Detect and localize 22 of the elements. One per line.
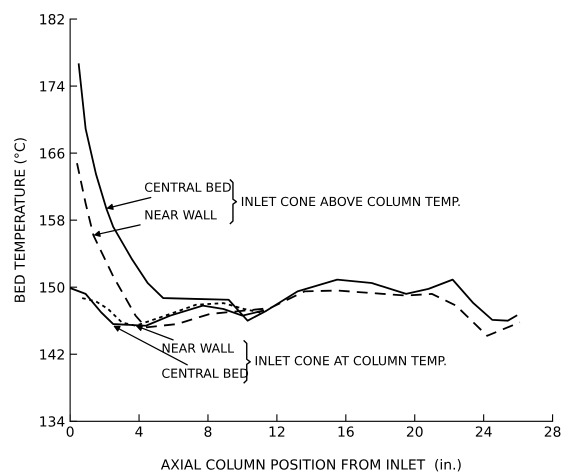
annotation: NEAR WALL bbox=[162, 344, 234, 353]
x-tick-label: 28 bbox=[544, 426, 560, 437]
x-axis-title: AXIAL COLUMN POSITION FROM INLET (in.) bbox=[160, 459, 461, 472]
x-tick-label: 8 bbox=[204, 426, 212, 437]
x-tick-label: 0 bbox=[66, 426, 74, 437]
y-tick-label: 158 bbox=[40, 215, 64, 226]
annotation: NEAR WALL bbox=[145, 210, 217, 220]
y-tick-label: 166 bbox=[40, 148, 64, 159]
y-tick-label: 182 bbox=[40, 14, 64, 25]
x-tick-label: 16 bbox=[338, 426, 354, 437]
x-tick-label: 20 bbox=[406, 426, 423, 437]
x-tick-label: 4 bbox=[135, 426, 143, 437]
y-tick-label: 150 bbox=[40, 282, 64, 293]
y-axis-title: BED TEMPERATURE (°C) bbox=[14, 138, 27, 302]
annotation: INLET CONE AT COLUMN TEMP. bbox=[256, 356, 446, 366]
y-tick-label: 142 bbox=[40, 349, 64, 360]
y-tick-label: 174 bbox=[40, 81, 64, 92]
annotation: INLET CONE ABOVE COLUMN TEMP. bbox=[242, 196, 460, 206]
y-tick-label: 134 bbox=[40, 416, 64, 427]
x-tick-label: 12 bbox=[270, 426, 284, 437]
x-tick-label: 24 bbox=[476, 426, 492, 437]
annotation: CENTRAL BED bbox=[144, 182, 231, 192]
